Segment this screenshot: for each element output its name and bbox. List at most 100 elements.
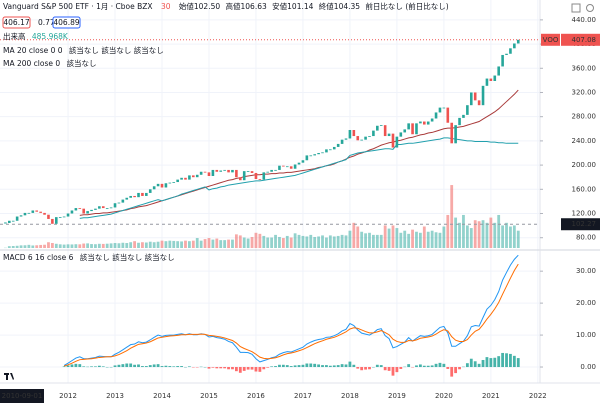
volume-bar: [188, 241, 191, 248]
toolbar-icons[interactable]: [571, 3, 594, 13]
symbol-title: Vanguard S&P 500 ETF · 1月 · Cboe BZX: [3, 2, 153, 11]
candle-body: [62, 216, 66, 218]
histogram-bar: [469, 358, 473, 368]
histogram-bar: [305, 363, 309, 368]
volume-bar: [35, 245, 39, 248]
candle-body: [419, 121, 422, 124]
volume-bar: [238, 235, 242, 248]
volume-bar: [164, 241, 168, 248]
histogram-bar: [141, 366, 144, 368]
ma-line: [79, 137, 519, 219]
volume-bar: [231, 239, 234, 248]
high: 高値106.63: [226, 1, 267, 11]
histogram-bar: [101, 366, 105, 368]
x-tick-label: 2019: [388, 392, 406, 400]
histogram-bar: [352, 364, 356, 368]
volume-bar: [78, 244, 82, 248]
grid: [0, 0, 540, 383]
volume-bar: [50, 243, 54, 248]
volume-bar: [387, 228, 391, 248]
volume-bar: [74, 244, 78, 248]
histogram-bar: [234, 367, 238, 372]
candle-body: [352, 130, 356, 137]
candle-body: [192, 175, 195, 178]
histogram-bar: [156, 364, 160, 368]
volume-bar: [372, 234, 375, 248]
histogram-bar: [293, 365, 297, 368]
candle-body: [423, 121, 426, 125]
histogram-bar: [442, 363, 446, 368]
volume-bar: [141, 242, 144, 248]
volume-bar: [328, 235, 332, 248]
volume-bar: [227, 239, 230, 248]
candle-body: [152, 186, 156, 190]
volume-bar: [47, 242, 50, 248]
candle-body: [133, 195, 136, 198]
volume-bar: [403, 230, 407, 248]
histogram-bar: [368, 367, 371, 370]
candle-body: [98, 206, 101, 209]
volume-bar: [325, 237, 328, 248]
volume-bar: [395, 228, 399, 248]
candle-body: [164, 183, 168, 188]
histogram-bar: [188, 366, 191, 368]
volume-bar: [121, 242, 125, 248]
volume-bar: [27, 244, 31, 248]
y-tick-label: 120.00: [572, 210, 597, 218]
volume-bar: [313, 236, 317, 248]
volume-bar: [39, 244, 43, 248]
histogram-bar: [180, 366, 183, 368]
volume-bar: [317, 236, 320, 248]
volume-bar: [512, 225, 516, 248]
candle-body: [469, 92, 473, 106]
candle-body: [43, 212, 46, 215]
volume-legend: 出来高 485.968K: [3, 31, 69, 41]
volume-bar: [172, 240, 176, 248]
histogram-bar: [160, 366, 164, 368]
volume-bar: [258, 233, 262, 248]
ma-legend: MA 20 close 0 0 該当なし 該当なし 該当なし: [3, 45, 164, 55]
x-tick-label: 2021: [482, 392, 500, 400]
volume-bar: [203, 239, 207, 248]
histogram-bar: [285, 365, 289, 368]
histogram-bar: [317, 364, 320, 368]
volume-bar: [113, 243, 117, 248]
volume-bar: [364, 233, 367, 248]
histogram-bar: [309, 363, 313, 368]
candle-body: [360, 139, 363, 141]
volume-bar: [348, 230, 352, 248]
candle-body: [493, 75, 497, 81]
candle-body: [254, 172, 258, 180]
histogram-bar: [172, 366, 176, 368]
low: 安値101.14: [272, 1, 313, 11]
volume-bar: [144, 242, 148, 248]
candle-body: [368, 136, 371, 137]
histogram-bar: [375, 364, 379, 368]
volume-bar: [422, 226, 426, 248]
volume-bar: [94, 244, 97, 248]
candle-body: [278, 165, 281, 170]
logo-part: [10, 373, 14, 380]
histogram-bar: [340, 364, 344, 368]
candle-body: [125, 197, 129, 200]
candle-body: [473, 92, 477, 101]
y-tick-label: 240.00: [572, 137, 597, 145]
histogram-bar: [70, 364, 74, 368]
candle-body: [415, 123, 418, 135]
histogram-bar: [176, 366, 180, 368]
volume-bar: [148, 241, 152, 248]
volume-bar: [23, 245, 27, 248]
candle-body: [58, 217, 62, 218]
candle-body: [19, 215, 23, 217]
candle-body: [223, 169, 226, 171]
icon[interactable]: [571, 3, 581, 13]
histogram-bar: [281, 364, 285, 368]
icon[interactable]: [586, 4, 594, 12]
histogram-bar: [364, 367, 367, 370]
volume-bar: [293, 233, 297, 248]
candle-body: [317, 152, 320, 155]
candle-body: [313, 154, 316, 156]
histogram-bar: [493, 357, 497, 368]
candle-body: [348, 130, 352, 139]
histogram-bar: [426, 365, 430, 368]
